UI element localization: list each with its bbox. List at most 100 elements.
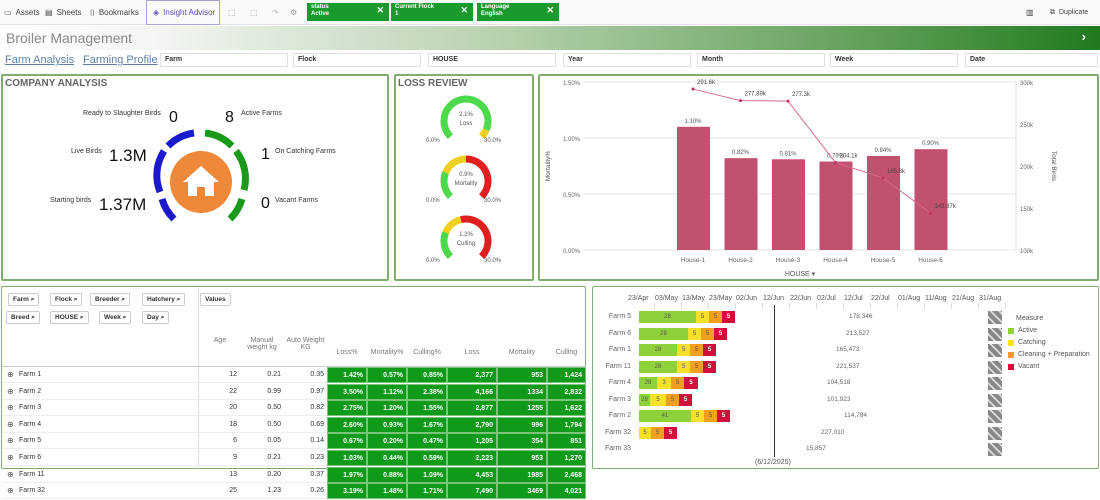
forward-icon[interactable]: ↷ — [272, 8, 279, 17]
legend-item[interactable]: Vacant — [1008, 363, 1039, 370]
sheet-link-farm-analysis[interactable]: Farm Analysis — [5, 54, 75, 66]
table-cell: 1.48% — [367, 483, 407, 500]
column-header[interactable]: Age — [213, 337, 227, 344]
gantt-segment-active[interactable]: 28 — [639, 360, 677, 373]
expand-icon[interactable]: ⊕ — [7, 403, 14, 413]
expand-icon[interactable]: ⊕ — [7, 486, 14, 496]
insight-advisor-button[interactable]: ◈ Insight Advisor — [146, 0, 220, 25]
close-icon[interactable]: ✕ — [546, 5, 554, 15]
close-icon[interactable]: ✕ — [376, 5, 384, 15]
gantt-segment-cleaning-preparation[interactable]: 5 — [671, 377, 684, 389]
gantt-segment-vacant[interactable]: 5 — [684, 377, 698, 389]
expand-icon[interactable]: ⊕ — [7, 370, 14, 379]
filter-year[interactable]: Year — [563, 53, 691, 67]
column-header[interactable]: Auto Weight KG — [286, 337, 325, 351]
line-point — [881, 176, 885, 180]
row-label[interactable]: Farm 4 — [19, 420, 42, 428]
row-label[interactable]: Farm 6 — [19, 454, 42, 461]
row-label[interactable]: Farm 2 — [19, 387, 42, 395]
selection-chip[interactable]: Language English ✕ — [477, 3, 559, 21]
row-label[interactable]: Farm 11 — [19, 470, 45, 478]
values-chip[interactable]: Values — [200, 293, 231, 306]
gantt-segment-active[interactable]: 28 — [639, 327, 688, 340]
column-header[interactable]: Culling% — [413, 349, 441, 356]
column-header[interactable]: Loss — [464, 349, 480, 356]
dimension-chip-breed[interactable]: Breed ⌕ — [6, 311, 40, 324]
gantt-segment-vacant[interactable]: 5 — [679, 393, 692, 406]
bar-chart-icon[interactable]: ▥ — [1026, 8, 1034, 17]
dimension-chip-hatchery[interactable]: Hatchery ⌕ — [142, 293, 186, 306]
column-header[interactable]: Mortality — [508, 349, 536, 356]
gantt-segment-catching[interactable]: 5 — [691, 410, 704, 422]
row-label[interactable]: Farm 32 — [19, 487, 46, 495]
mortality-combo-chart[interactable]: 0.00% 0.50% 1.00% 1.50% 100k 150k 200k 250k 300k… — [540, 76, 1097, 279]
gantt-segment-catching[interactable]: 5 — [650, 393, 666, 406]
expand-icon[interactable]: ⊕ — [7, 419, 14, 429]
close-icon[interactable]: ✕ — [460, 5, 468, 15]
gantt-segment-cleaning-preparation[interactable]: 5 — [709, 311, 722, 323]
dimension-chip-flock[interactable]: Flock ⌕ — [50, 293, 83, 306]
sheets-button[interactable]: ▤ Sheets — [45, 8, 82, 17]
gantt-segment-active[interactable]: 28 — [639, 344, 677, 356]
gantt-segment-catching[interactable]: 5 — [696, 311, 709, 323]
assets-button[interactable]: ▭ Assets — [4, 8, 40, 17]
selection-chip[interactable]: status Active ✕ — [307, 3, 389, 21]
dimension-chip-day[interactable]: Day ⌕ — [142, 311, 170, 324]
gantt-segment-cleaning-preparation[interactable]: 5 — [690, 344, 703, 356]
row-label[interactable]: Farm 3 — [19, 404, 42, 412]
column-header[interactable]: Loss% — [336, 349, 358, 356]
legend-item[interactable]: Cleaning + Preparation — [1008, 351, 1090, 358]
gantt-segment-active[interactable]: 41 — [639, 410, 691, 422]
gantt-segment-catching[interactable]: 5 — [677, 360, 690, 373]
row-label[interactable]: Farm 1 — [19, 371, 42, 378]
legend-item[interactable]: Catching — [1008, 339, 1046, 346]
filter-farm[interactable]: Farm — [160, 53, 288, 67]
bookmarks-button[interactable]: ⌷ Bookmarks — [90, 7, 139, 18]
vacant-label: Vacant Farms — [275, 197, 319, 204]
column-header[interactable]: Mortality% — [370, 349, 404, 356]
sheet-link-farming-profile[interactable]: Farming Profile — [83, 54, 158, 66]
gantt-segment-vacant[interactable]: 5 — [714, 327, 727, 340]
duplicate-button[interactable]: ⧉ Duplicate — [1050, 8, 1089, 17]
gantt-segment-vacant[interactable]: 5 — [703, 344, 716, 356]
gantt-segment-cleaning-preparation[interactable]: 5 — [666, 393, 679, 406]
row-label[interactable]: Farm 5 — [19, 437, 42, 445]
gantt-segment-vacant[interactable]: 5 — [664, 426, 677, 439]
gantt-segment-active[interactable]: 28 — [639, 377, 657, 389]
column-header[interactable]: Culling — [555, 349, 578, 356]
gantt-segment-vacant[interactable]: 5 — [722, 311, 735, 323]
expand-icon[interactable]: ⊕ — [7, 453, 14, 462]
gantt-segment-vacant[interactable]: 5 — [703, 360, 716, 373]
dimension-chip-farm[interactable]: Farm ⌕ — [8, 293, 40, 306]
selection-chip[interactable]: Current Flock 1 ✕ — [391, 3, 473, 21]
gantt-segment-cleaning-preparation[interactable]: 5 — [704, 410, 717, 422]
filter-month[interactable]: Month — [697, 53, 825, 67]
smart-search-icon[interactable]: ⬚ — [228, 8, 236, 17]
settings-icon[interactable]: ⚙ — [290, 8, 298, 17]
chevron-right-icon[interactable]: › — [1081, 29, 1086, 44]
lightbulb-icon: ◈ — [153, 8, 160, 17]
filter-week[interactable]: Week — [830, 53, 958, 67]
expand-icon[interactable]: ⊕ — [7, 436, 14, 446]
expand-icon[interactable]: ⊕ — [7, 469, 14, 479]
legend-item[interactable]: Active — [1008, 327, 1037, 334]
gantt-segment-catching[interactable]: 5 — [639, 426, 651, 439]
filter-date[interactable]: Date — [965, 53, 1098, 67]
gantt-segment-catching[interactable]: 5 — [677, 344, 690, 356]
expand-icon[interactable]: ⊕ — [7, 386, 14, 396]
gantt-segment-catching[interactable]: 3 — [657, 377, 671, 389]
dimension-chip-breeder[interactable]: Breeder ⌕ — [90, 293, 131, 306]
filter-house[interactable]: HOUSE — [428, 53, 556, 67]
gantt-segment-catching[interactable]: 5 — [688, 327, 701, 340]
gantt-segment-cleaning-preparation[interactable]: 5 — [701, 327, 714, 340]
gantt-segment-active[interactable]: 28 — [639, 393, 650, 406]
dimension-chip-house[interactable]: HOUSE ⌕ — [50, 311, 89, 324]
lasso-icon[interactable]: ⬚ — [250, 8, 258, 17]
gantt-segment-cleaning-preparation[interactable]: 5 — [690, 360, 703, 373]
gantt-segment-vacant[interactable]: 5 — [717, 410, 730, 422]
dimension-chip-week[interactable]: Week ⌕ — [99, 311, 132, 324]
column-header[interactable]: Manual weight kg — [247, 337, 277, 351]
gantt-segment-active[interactable]: 28 — [639, 311, 696, 323]
gantt-segment-cleaning-preparation[interactable]: 5 — [651, 426, 664, 439]
filter-flock[interactable]: Flock — [293, 53, 421, 67]
